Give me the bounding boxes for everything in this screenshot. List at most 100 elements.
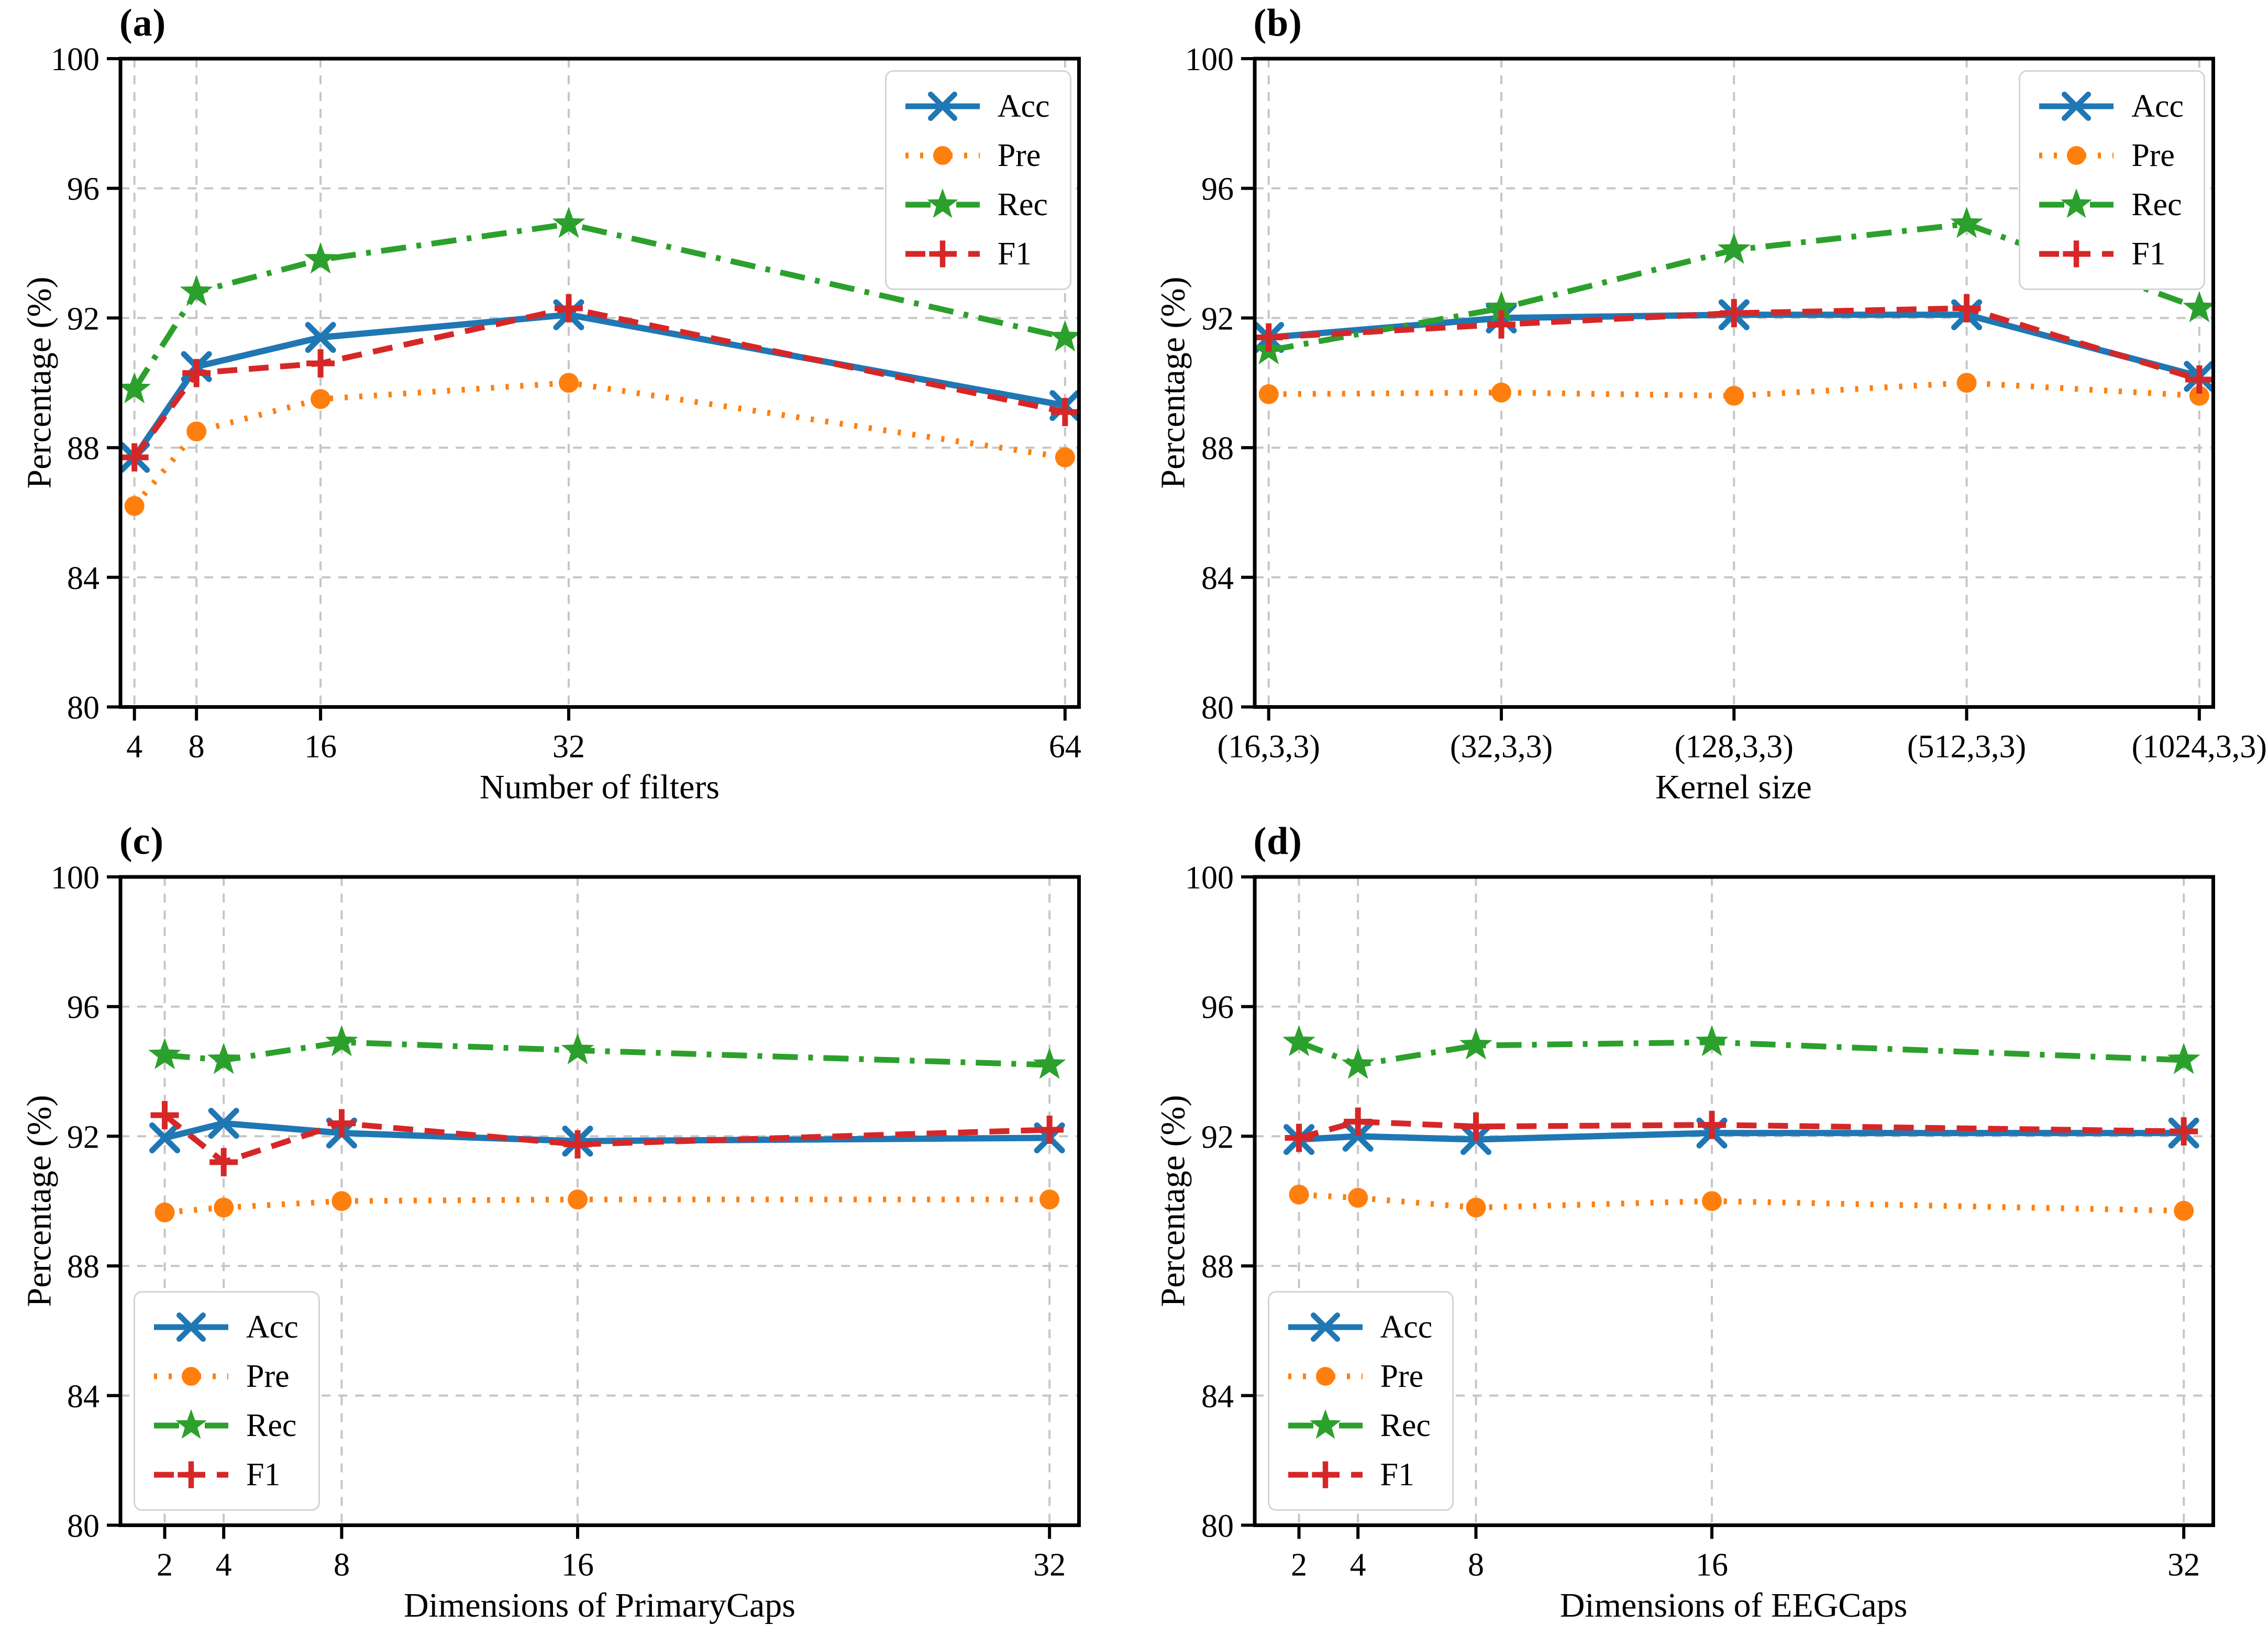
legend-item-acc: Acc <box>1286 1308 1432 1346</box>
y-tick-label: 100 <box>51 860 99 896</box>
y-tick-label: 88 <box>1201 431 1234 466</box>
panel-a: (a) Percentage (%) 4 8 16 32 64 80 84 88 92 96 100… <box>0 0 1134 818</box>
series-acc-marker <box>305 322 336 353</box>
legend-sample-pre-marker <box>2067 146 2086 165</box>
legend-sample-rec-marker <box>2061 188 2092 218</box>
legend-item-f1: F1 <box>1286 1456 1433 1494</box>
series-pre-marker <box>124 496 145 516</box>
series-f1-marker <box>182 359 211 387</box>
x-tick-label: 32 <box>2167 1547 2200 1583</box>
y-tick-label: 100 <box>51 42 99 77</box>
x-axis-label: Kernel size <box>1655 768 1812 806</box>
series-rec-marker <box>1282 1025 1315 1056</box>
legend-sample-f1-marker <box>929 240 956 268</box>
panel-title-d: (d) <box>1253 819 1302 863</box>
series-rec-marker <box>1341 1047 1375 1079</box>
series-rec-line <box>1298 1039 2184 1068</box>
y-tick-label: 88 <box>67 1249 99 1285</box>
legend-sample-f1-marker <box>1311 1461 1339 1488</box>
legend-sample-acc-marker <box>176 1312 206 1342</box>
series-pre-marker <box>2189 385 2209 406</box>
y-tick-label: 92 <box>67 1119 99 1155</box>
legend-sample-f1 <box>2039 240 2114 268</box>
series-rec-marker <box>304 242 337 274</box>
y-tick-label: 96 <box>67 989 99 1025</box>
series-rec-marker <box>118 372 151 404</box>
legend-item-pre: Pre <box>1286 1357 1433 1395</box>
series-pre-marker <box>1258 384 1279 404</box>
series-rec-marker <box>1695 1025 1728 1056</box>
x-axis-label: Dimensions of EEGCaps <box>1559 1586 1908 1624</box>
series-rec-marker <box>207 1042 240 1074</box>
legend-sample-rec <box>1288 1409 1363 1439</box>
legend-sample-f1-marker <box>178 1461 205 1488</box>
series-pre-marker <box>1491 382 1511 403</box>
series-pre-line <box>164 1196 1050 1215</box>
legend-label-f1: F1 <box>2131 236 2166 272</box>
plot-area-b: (16,3,3) (32,3,3) (128,3,3) (512,3,3) (1024,… <box>1185 42 2267 764</box>
series-pre-line <box>1298 1191 2184 1214</box>
legend-label-f1: F1 <box>997 236 1032 272</box>
legend-item-rec: Rec <box>2037 186 2184 224</box>
series-f1-marker <box>1719 299 1748 328</box>
series-rec-marker <box>1950 206 1983 238</box>
y-tick-label: 80 <box>67 690 99 726</box>
series-pre-marker <box>1347 1187 1368 1208</box>
panel-title-b: (b) <box>1253 2 1302 44</box>
x-tick-label: (1024,3,3) <box>2131 729 2266 764</box>
series-rec-marker <box>1485 291 1518 322</box>
series-pre-marker <box>2173 1200 2194 1221</box>
legend-sample-pre-marker <box>1315 1366 1335 1386</box>
legend-label-f1: F1 <box>246 1457 281 1493</box>
legend-sample-acc-marker <box>2062 91 2092 121</box>
y-tick-label: 92 <box>1201 1119 1234 1155</box>
series-rec-line <box>132 221 1066 391</box>
legend-sample-pre <box>2039 146 2114 165</box>
x-tick-label: 8 <box>1467 1547 1484 1583</box>
legend: Acc Pre Rec F1 <box>2019 70 2205 290</box>
plot-area-c: 2 4 8 16 32 80 84 88 92 96 100 <box>51 860 1081 1583</box>
axes-spines <box>1253 875 2215 1527</box>
series-f1-marker <box>1254 323 1283 352</box>
legend-label-acc: Acc <box>246 1309 298 1345</box>
legend-sample-rec-marker <box>926 188 958 218</box>
series-rec-marker <box>325 1025 358 1056</box>
series-pre-marker <box>559 373 579 393</box>
legend-label-acc: Acc <box>2131 88 2184 124</box>
legend: Acc Pre Rec F1 <box>134 1291 320 1511</box>
series-rec-marker <box>561 1032 594 1064</box>
plot-area-a: 4 8 16 32 64 80 84 88 92 96 100 <box>51 42 1082 764</box>
series-pre-marker <box>568 1189 588 1209</box>
legend-sample-acc <box>905 91 980 121</box>
y-tick-label: 92 <box>1201 301 1234 337</box>
series-f1-marker <box>563 1130 592 1159</box>
legend-sample-acc <box>1288 1312 1363 1342</box>
x-tick-label: (32,3,3) <box>1450 729 1552 764</box>
axes-spines <box>118 875 1081 1527</box>
legend-item-f1: F1 <box>152 1456 298 1494</box>
panel-title-a: (a) <box>119 2 167 44</box>
series-pre-marker <box>1055 447 1075 468</box>
series-f1-marker <box>2169 1117 2198 1145</box>
series-f1-marker <box>1343 1107 1372 1136</box>
panel-d: (d) Percentage (%) 2 4 8 16 32 80 84 88 92 96 100 … <box>1134 818 2268 1636</box>
series-f1-marker <box>327 1109 356 1138</box>
x-tick-label: 4 <box>126 729 142 764</box>
legend-item-acc: Acc <box>903 87 1050 125</box>
x-tick-label: (512,3,3) <box>1907 729 2026 764</box>
legend-label-rec: Rec <box>246 1408 297 1443</box>
series-f1-marker <box>1487 310 1515 339</box>
legend-label-f1: F1 <box>1380 1457 1414 1493</box>
x-tick-label: 64 <box>1049 729 1081 764</box>
legend-sample-rec <box>2039 188 2114 218</box>
x-tick-label: 4 <box>216 1547 232 1583</box>
legend-item-pre: Pre <box>2037 137 2184 174</box>
x-tick-label: (128,3,3) <box>1674 729 1793 764</box>
y-tick-label: 88 <box>67 431 99 466</box>
series-f1-marker <box>209 1148 238 1176</box>
series-f1-line <box>1298 1118 2184 1141</box>
series-f1-marker <box>2185 365 2214 394</box>
series-f1-marker <box>1697 1110 1726 1139</box>
series-rec-marker <box>552 206 585 238</box>
y-tick-label: 96 <box>1201 989 1234 1025</box>
